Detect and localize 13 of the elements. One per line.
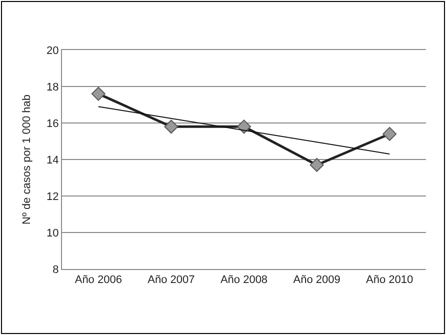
y-axis-title: Nº de casos por 1 000 hab [21,94,33,224]
y-tick-label: 18 [46,81,59,94]
y-tick-label: 16 [46,118,59,130]
x-tick-label: Año 2006 [74,274,122,286]
y-tick-label: 8 [52,264,59,276]
y-tick-label: 14 [46,154,59,166]
x-tick-label: Año 2009 [293,274,340,286]
x-tick-label: Año 2007 [148,274,195,286]
x-tick-label: Año 2008 [220,274,268,286]
x-tick-label: Año 2010 [366,274,414,286]
y-tick-label: 20 [46,44,59,57]
y-tick-label: 10 [46,227,59,240]
y-tick-label: 12 [46,190,59,203]
